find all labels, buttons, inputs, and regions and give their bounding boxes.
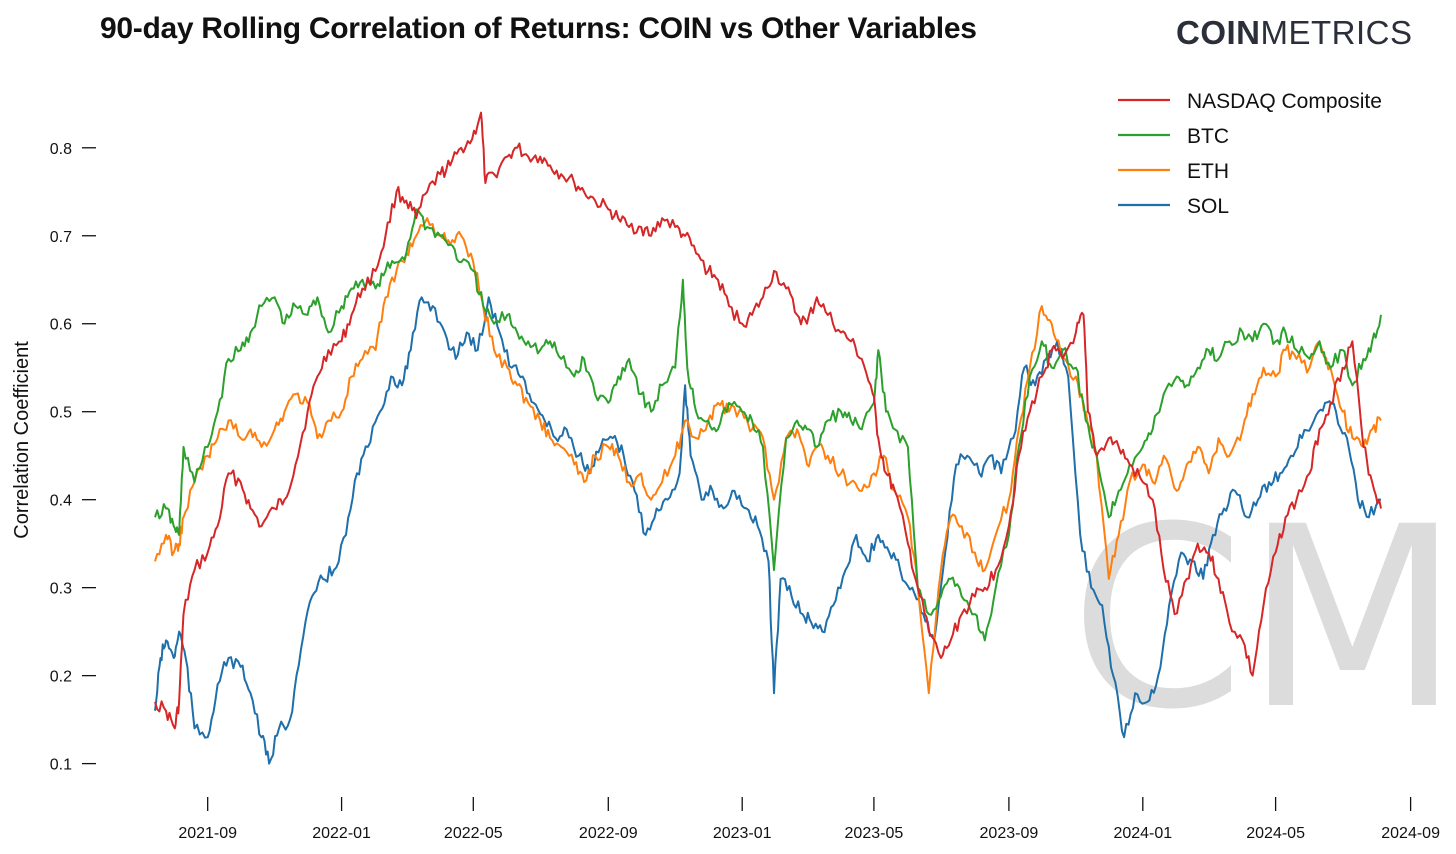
chart-title: 90-day Rolling Correlation of Returns: C… [100, 12, 977, 45]
legend-label: NASDAQ Composite [1187, 90, 1382, 113]
x-tick-label: 2023-05 [845, 825, 904, 842]
legend-label: ETH [1187, 160, 1229, 183]
x-tick-label: 2024-01 [1113, 825, 1172, 842]
series-line-eth [154, 217, 1382, 695]
x-tick-label: 2024-05 [1246, 825, 1305, 842]
legend: NASDAQ Composite BTC ETH SOL [1118, 90, 1382, 218]
x-tick-label: 2022-01 [312, 825, 371, 842]
y-tick-label: 0.7 [50, 229, 72, 246]
y-tick-label: 0.4 [50, 493, 72, 510]
series-line-btc [154, 208, 1382, 642]
legend-label: BTC [1187, 125, 1229, 148]
y-axis-label: Correlation Coefficient [11, 341, 33, 539]
y-tick-label: 0.5 [50, 405, 72, 422]
x-tick-label: 2023-01 [713, 825, 772, 842]
y-tick-label: 0.1 [50, 757, 72, 774]
axes: 0.1 0.2 0.3 0.4 0.5 0.6 0.7 0.8 2021-09 2022-01 20… [50, 141, 1440, 842]
brand-logo-light: METRICS [1260, 14, 1413, 51]
x-tick-label: 2022-05 [444, 825, 503, 842]
legend-label: SOL [1187, 195, 1229, 218]
y-tick-label: 0.8 [50, 141, 72, 158]
brand-logo-bold: COIN [1176, 14, 1261, 51]
series-line-sol [154, 296, 1382, 765]
brand-logo: COINMETRICS [1176, 14, 1413, 52]
series-lines [154, 111, 1382, 765]
x-tick-label: 2022-09 [579, 825, 638, 842]
x-tick-label: 2021-09 [178, 825, 237, 842]
series-line-nasdaq-composite [154, 111, 1382, 730]
watermark: CM [1070, 473, 1456, 764]
x-tick-label: 2024-09 [1381, 825, 1440, 842]
y-tick-label: 0.6 [50, 317, 72, 334]
y-tick-label: 0.2 [50, 669, 72, 686]
x-tick-label: 2023-09 [980, 825, 1039, 842]
y-tick-label: 0.3 [50, 581, 72, 598]
